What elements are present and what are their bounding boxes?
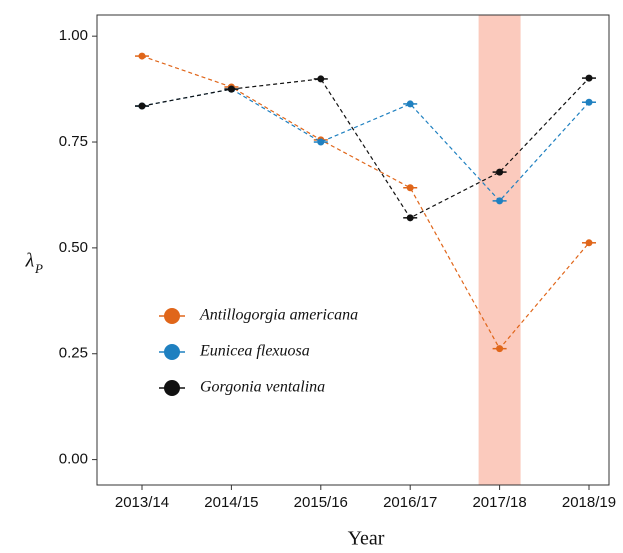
series-line: [141, 77, 590, 219]
point: [138, 52, 146, 60]
point: [496, 168, 504, 176]
plot-frame: [96, 14, 610, 486]
legend-marker: [164, 380, 180, 396]
x-axis-label: Year: [348, 528, 385, 550]
legend-label: Gorgonia ventalina: [200, 379, 325, 396]
point: [496, 197, 504, 205]
legend-marker: [164, 308, 180, 324]
point: [585, 98, 593, 106]
legend-label: Antillogorgia americana: [199, 307, 358, 324]
series-line: [141, 88, 590, 202]
y-tick-label: 1.00: [59, 27, 88, 44]
x-tick-label: 2017/18: [472, 494, 526, 511]
point: [317, 75, 325, 83]
series-line: [141, 55, 590, 350]
y-tick-label: 0.75: [59, 133, 88, 150]
x-tick-label: 2016/17: [383, 494, 437, 511]
legend-marker: [164, 344, 180, 360]
x-tick-label: 2014/15: [204, 494, 258, 511]
x-tick-label: 2018/19: [562, 494, 616, 511]
y-tick-label: 0.50: [59, 239, 88, 256]
point: [406, 100, 414, 108]
y-axis-label-subscript: P: [34, 261, 43, 276]
point: [317, 138, 325, 146]
y-axis-label: λ: [25, 250, 35, 272]
point: [496, 345, 504, 353]
y-tick-label: 0.00: [59, 451, 88, 468]
highlight-band: [478, 15, 521, 485]
point: [585, 74, 593, 82]
point: [227, 85, 235, 93]
y-tick-label: 0.25: [59, 345, 88, 362]
x-tick-label: 2015/16: [294, 494, 348, 511]
legend-label: Eunicea flexuosa: [199, 343, 310, 360]
point: [138, 102, 146, 110]
point: [406, 214, 414, 222]
point: [585, 239, 593, 247]
x-tick-label: 2013/14: [115, 494, 169, 511]
point: [406, 184, 414, 192]
